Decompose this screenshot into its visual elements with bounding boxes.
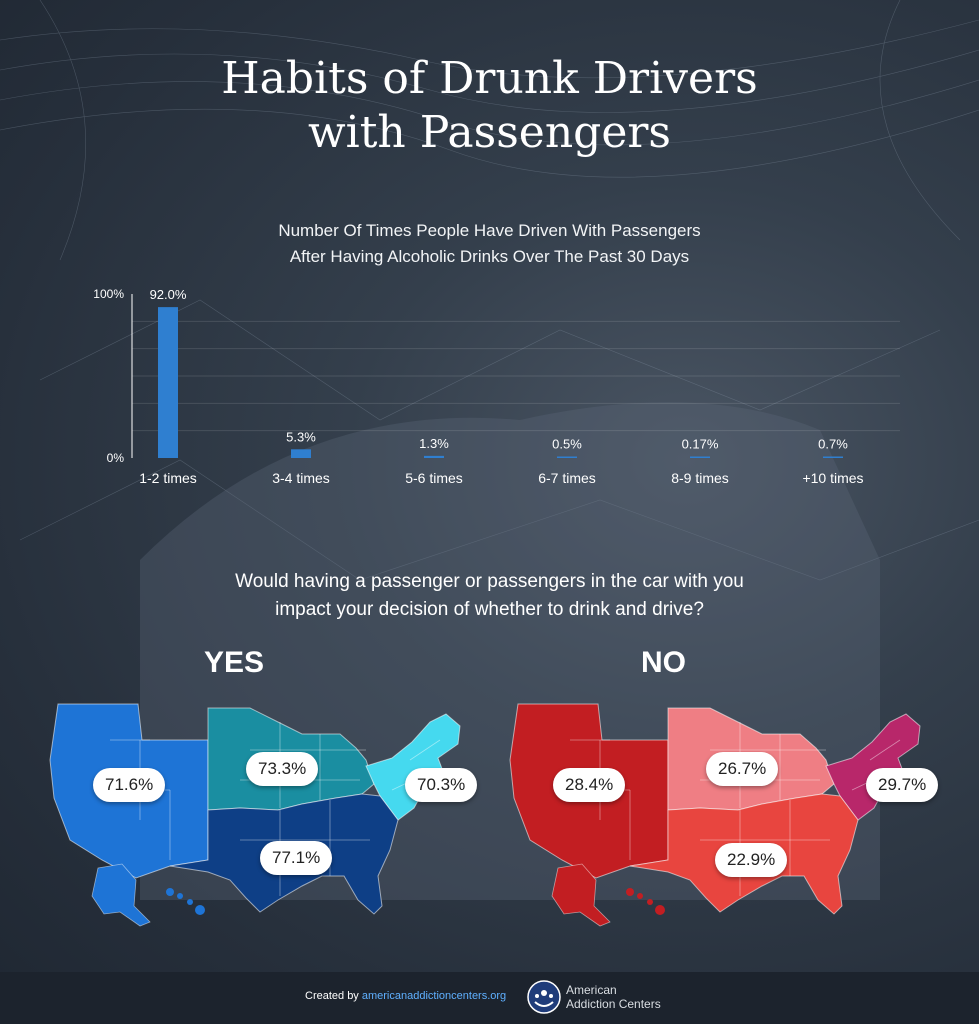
hawaii-island	[655, 905, 665, 915]
subtitle-line-2: After Having Alcoholic Drinks Over The P…	[289, 247, 690, 266]
no-midwest-label: 26.7%	[706, 752, 779, 786]
bar	[823, 456, 843, 458]
category-label: +10 times	[802, 470, 863, 486]
bar	[291, 449, 311, 458]
hawaii-island	[626, 888, 634, 896]
alaska-shape	[91, 863, 151, 927]
question-line-1: Would having a passenger or passengers i…	[235, 571, 744, 592]
survey-question: Would having a passenger or passengers i…	[0, 568, 979, 624]
data-label: 0.17%	[682, 437, 719, 452]
no-west-label: 28.4%	[553, 768, 626, 802]
site-link[interactable]: americanaddictioncenters.org	[361, 990, 507, 1002]
alaska-shape	[551, 863, 611, 927]
hawaii-island	[166, 888, 174, 896]
page-title: Habits of Drunk Drivers with Passengers	[0, 52, 979, 160]
no-northeast-label: 29.7%	[866, 768, 939, 802]
category-label: 8-9 times	[671, 470, 729, 486]
yes-west-label: 71.6%	[93, 768, 166, 802]
yes-south-label: 77.1%	[260, 841, 333, 875]
yes-heading: YES	[204, 646, 265, 679]
data-label: 92.0%	[150, 287, 187, 302]
org-name-line-1: American	[566, 983, 617, 997]
data-label: 0.7%	[818, 437, 848, 452]
yes-midwest-label: 73.3%	[246, 752, 319, 786]
data-label: 5.3%	[286, 429, 316, 444]
no-heading: NO	[641, 646, 686, 679]
bar-chart: 100% 0% 92.0% 1-2 times 5.3% 3-4 times 1.3% 5-6…	[93, 287, 900, 486]
category-label: 6-7 times	[538, 470, 596, 486]
bar	[424, 455, 444, 458]
org-name: American Addiction Centers	[566, 983, 686, 1011]
data-label: 0.5%	[552, 437, 582, 452]
no-south-label: 22.9%	[715, 843, 788, 877]
title-line-1: Habits of Drunk Drivers	[221, 53, 758, 104]
bar	[557, 456, 577, 458]
hawaii-island	[637, 893, 643, 899]
state-border	[869, 739, 901, 761]
credit-text: Created by americanaddictioncenters.org	[305, 990, 506, 1002]
y-tick-label: 100%	[93, 287, 124, 301]
subtitle-line-1: Number Of Times People Have Driven With …	[278, 221, 701, 240]
category-label: 5-6 times	[405, 470, 463, 486]
bar	[690, 456, 710, 458]
yes-northeast-label: 70.3%	[405, 768, 478, 802]
yes-us-map	[49, 703, 461, 927]
y-tick-label: 0%	[107, 451, 125, 465]
title-line-2: with Passengers	[308, 107, 671, 158]
org-logo-icon	[527, 980, 561, 1014]
hawaii-island	[647, 899, 653, 905]
no-us-map	[509, 703, 921, 927]
data-label: 1.3%	[419, 436, 449, 451]
footer: Created by americanaddictioncenters.org …	[0, 972, 979, 1024]
chart-subtitle: Number Of Times People Have Driven With …	[0, 218, 979, 270]
category-label: 1-2 times	[139, 470, 197, 486]
hawaii-island	[187, 899, 193, 905]
state-border	[409, 739, 441, 761]
created-by-label: Created by	[305, 990, 362, 1002]
question-line-2: impact your decision of whether to drink…	[275, 599, 704, 620]
category-label: 3-4 times	[272, 470, 330, 486]
bar	[158, 307, 178, 458]
hawaii-island	[195, 905, 205, 915]
hawaii-island	[177, 893, 183, 899]
org-name-line-2: Addiction Centers	[566, 997, 661, 1011]
